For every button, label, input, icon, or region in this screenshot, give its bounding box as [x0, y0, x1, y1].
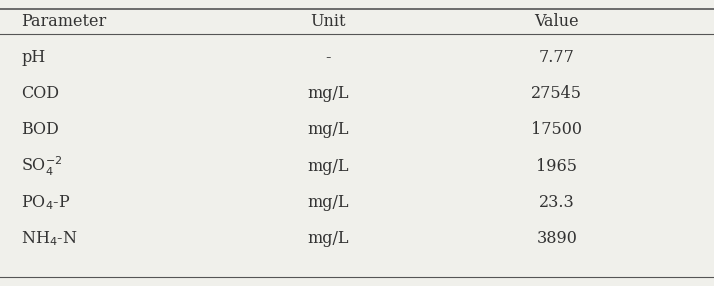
Text: Unit: Unit [311, 13, 346, 30]
Text: pH: pH [21, 49, 46, 66]
Text: 23.3: 23.3 [539, 194, 575, 211]
Text: Parameter: Parameter [21, 13, 106, 30]
Text: 3890: 3890 [536, 230, 578, 247]
Text: mg/L: mg/L [308, 230, 349, 247]
Text: 1965: 1965 [536, 158, 578, 175]
Text: mg/L: mg/L [308, 194, 349, 211]
Text: 17500: 17500 [531, 121, 583, 138]
Text: 27545: 27545 [531, 85, 583, 102]
Text: -: - [326, 49, 331, 66]
Text: COD: COD [21, 85, 59, 102]
Text: BOD: BOD [21, 121, 59, 138]
Text: mg/L: mg/L [308, 121, 349, 138]
Text: PO$_4$-P: PO$_4$-P [21, 193, 71, 212]
Text: mg/L: mg/L [308, 85, 349, 102]
Text: SO$_4^{-2}$: SO$_4^{-2}$ [21, 154, 63, 178]
Text: 7.77: 7.77 [539, 49, 575, 66]
Text: mg/L: mg/L [308, 158, 349, 175]
Text: NH$_4$-N: NH$_4$-N [21, 229, 78, 248]
Text: Value: Value [535, 13, 579, 30]
